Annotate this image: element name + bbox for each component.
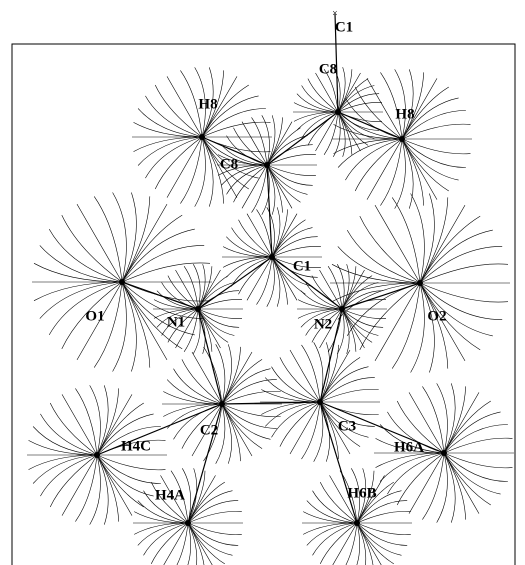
page: × C1C8H8H8C8C1O1N1N2O2C2C3H4CH6AH4AH6B (… bbox=[0, 0, 525, 565]
nucleus bbox=[185, 520, 191, 526]
nucleus bbox=[269, 254, 275, 260]
nucleus bbox=[335, 109, 341, 115]
background bbox=[0, 0, 525, 565]
atom-label: C1 bbox=[335, 19, 353, 35]
nucleus bbox=[264, 162, 270, 168]
nucleus bbox=[399, 136, 405, 142]
nucleus bbox=[317, 399, 323, 405]
atom-label: C8 bbox=[319, 61, 337, 77]
nucleus bbox=[119, 279, 125, 285]
atom-label: H6A bbox=[394, 439, 424, 455]
nucleus bbox=[219, 401, 225, 407]
cross-marker: × bbox=[332, 8, 338, 19]
atom-label: C8 bbox=[220, 156, 238, 172]
atom-label: C1 bbox=[293, 258, 311, 274]
atom-label: H4A bbox=[155, 487, 185, 503]
nucleus bbox=[195, 306, 201, 312]
atom-label: N2 bbox=[314, 316, 332, 332]
atom-label: C2 bbox=[200, 422, 218, 438]
atom-label: C3 bbox=[338, 418, 356, 434]
gradient-field-diagram: × C1 C8 H8 H8 C8 C1 O1 N1 N2 O2 C2 C3 H4C H6A H4A H6B bbox=[0, 0, 525, 565]
atom-label: H6B bbox=[347, 485, 376, 501]
atom-label: N1 bbox=[167, 314, 185, 330]
atom-label: O1 bbox=[85, 308, 104, 324]
atom-label: O2 bbox=[427, 308, 446, 324]
nucleus bbox=[417, 280, 423, 286]
atom-label: H4C bbox=[121, 438, 151, 454]
nucleus bbox=[354, 520, 360, 526]
nucleus bbox=[94, 452, 100, 458]
nucleus bbox=[339, 306, 345, 312]
nucleus bbox=[199, 134, 205, 140]
atom-label: H8 bbox=[395, 106, 414, 122]
nucleus bbox=[441, 450, 447, 456]
atom-label: H8 bbox=[198, 96, 217, 112]
